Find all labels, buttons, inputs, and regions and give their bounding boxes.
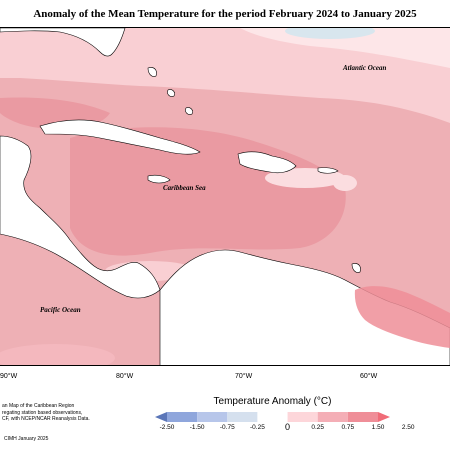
credit-text: CIMH January 2025 — [4, 436, 49, 442]
color-bar-arrow-high — [378, 412, 390, 422]
color-bar-segment — [347, 412, 378, 422]
color-bar — [155, 412, 390, 422]
longitude-60w: 60°W — [360, 373, 378, 380]
color-bar-segment — [227, 412, 258, 422]
longitude-90w: 90°W — [0, 373, 18, 380]
atlantic-ocean-label: Atlantic Ocean — [343, 64, 387, 72]
central-america — [0, 135, 161, 299]
hispaniola — [237, 151, 297, 174]
footnote-line: regating station based observations, — [2, 409, 83, 416]
legend-tick-label: -2.50 — [159, 424, 175, 431]
florida — [0, 28, 126, 57]
legend-tick-label: 1.50 — [371, 424, 385, 431]
pacific-ocean-label: Pacific Ocean — [40, 306, 81, 314]
cool-anomaly-patch — [285, 28, 375, 39]
footnote-line: CF, with NCEP/NCAR Reanalysis Data. — [2, 416, 90, 422]
color-bar-segment — [197, 412, 228, 422]
color-bar-segment — [317, 412, 348, 422]
land-masses — [0, 28, 450, 365]
legend-tick-label: -1.50 — [189, 424, 205, 431]
weak-anomaly-band — [240, 28, 450, 68]
legend-tick-label: 0.25 — [311, 424, 325, 431]
color-bar-arrow-low — [155, 412, 167, 422]
bahamas-2 — [167, 89, 175, 97]
legend-tick-label: 0.75 — [341, 424, 355, 431]
warm-anomaly-guianas — [354, 286, 450, 348]
light-patch-pacific — [0, 344, 115, 365]
legend-tick-label: -0.25 — [250, 424, 265, 431]
legend-tick-label: -0.75 — [219, 424, 235, 431]
caribbean-sea-label: Caribbean Sea — [163, 184, 206, 192]
legend-tick-label: 0 — [285, 422, 291, 432]
color-bar-segment — [257, 412, 288, 422]
footnote-line: an Map of the Caribbean Region — [2, 403, 75, 409]
bahamas-1 — [147, 67, 157, 77]
color-bar-segment — [287, 412, 318, 422]
map-footnote: an Map of the Caribbean Region regating … — [2, 403, 142, 423]
jamaica — [147, 174, 171, 184]
trinidad — [351, 263, 361, 273]
anomaly-map — [0, 27, 450, 366]
bahamas-3 — [185, 107, 193, 115]
light-patch-east — [333, 175, 357, 191]
longitude-80w: 80°W — [116, 373, 134, 380]
legend-title: Temperature Anomaly (°C) — [213, 396, 332, 407]
legend-tick-label: 2.50 — [401, 424, 415, 431]
puerto-rico — [317, 167, 339, 174]
map-title: Anomaly of the Mean Temperature for the … — [33, 8, 417, 20]
cuba — [39, 119, 201, 155]
color-bar-segment — [167, 412, 198, 422]
longitude-70w: 70°W — [235, 373, 253, 380]
